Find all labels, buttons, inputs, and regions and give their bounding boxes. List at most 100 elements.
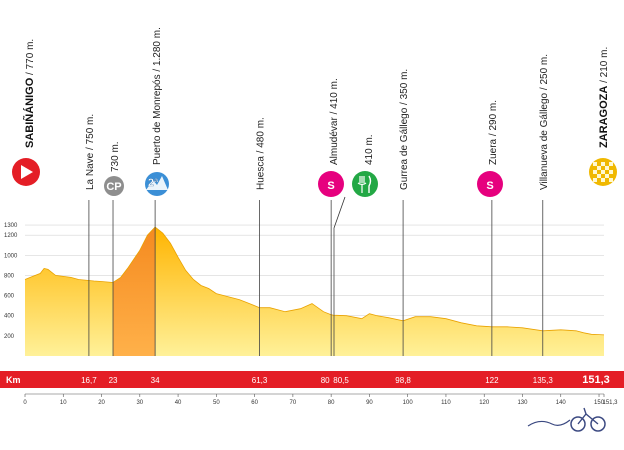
checker-square: [597, 174, 601, 178]
km-bar-value: 151,3: [582, 374, 610, 386]
x-tick-label: 30: [136, 400, 143, 406]
marker-cp-2: 730 m. CP: [104, 141, 124, 356]
y-tick-label: 400: [4, 314, 15, 320]
bike-frame-icon: [577, 407, 599, 425]
marker-name: Zuera: [488, 138, 499, 165]
marker-elevation: 730 m.: [110, 141, 121, 172]
marker-elevation: / 250 m.: [539, 54, 550, 93]
marker-label: Villanueva de Gállego / 250 m.: [539, 54, 550, 190]
x-tick-label: 50: [213, 400, 220, 406]
y-tick-label: 800: [4, 273, 15, 279]
sprint-icon: [477, 171, 503, 197]
marker-elevation: / 410 m.: [329, 78, 340, 117]
km-bar-value: 23: [109, 376, 118, 385]
x-tick-label-end: 151,3: [602, 400, 618, 406]
marker-label: 410 m.: [364, 134, 375, 165]
y-tick-label: 200: [4, 334, 15, 340]
x-tick-label: 10: [60, 400, 67, 406]
checker-square: [593, 162, 597, 166]
x-tick-label: 60: [251, 400, 258, 406]
y-axis: 200 400 600 800 1000 1200 1300: [4, 223, 18, 340]
km-bar-value: 80,5: [333, 376, 349, 385]
marker-label: 730 m.: [110, 141, 121, 172]
marker-name: Gurrea de Gállego: [399, 107, 410, 190]
checker-square: [609, 170, 613, 174]
marker-name: Almudévar: [329, 117, 340, 165]
climb-area: [113, 227, 156, 356]
x-tick-label: 40: [175, 400, 182, 406]
marker-la-nave-1: La Nave / 750 m.: [85, 114, 96, 356]
elevation-profile: [24, 226, 605, 356]
fork-icon: [357, 176, 367, 193]
marker-huesca-4: Huesca / 480 m.: [256, 117, 267, 356]
feed-leader-line: [333, 196, 346, 229]
elevation-line: [24, 226, 605, 336]
marker-name: SABIÑÁNIGO: [23, 77, 36, 148]
y-tick-label: 1200: [4, 233, 18, 239]
km-bar-value: 61,3: [252, 376, 268, 385]
checker-square: [605, 166, 609, 170]
x-tick-label: 0: [23, 400, 27, 406]
finish-checker-icon: [593, 162, 613, 182]
marker-gurrea-de-g-llego-7: Gurrea de Gállego / 350 m.: [399, 69, 410, 356]
checker-square: [601, 178, 605, 182]
marker-name: La Nave: [85, 152, 96, 190]
checker-square: [601, 170, 605, 174]
km-bar-value: 80: [321, 376, 330, 385]
marker-label: Gurrea de Gállego / 350 m.: [399, 69, 410, 190]
x-tick-label: 100: [403, 400, 414, 406]
marker-elevation: / 750 m.: [85, 114, 96, 153]
marker-zuera-8: Zuera / 290 m. S: [477, 100, 503, 356]
checker-square: [605, 174, 609, 178]
marker-label: SABIÑÁNIGO / 770 m.: [23, 39, 36, 148]
watermark-bicycle-logo: [527, 407, 606, 432]
y-tick-label: 600: [4, 294, 15, 300]
marker-sabi-nigo-0: SABIÑÁNIGO / 770 m.: [12, 39, 40, 186]
start-arrow-icon: [21, 165, 33, 179]
mountain-icon: [146, 176, 168, 190]
km-bar-label: Km: [6, 375, 21, 385]
x-tick-label: 70: [290, 400, 297, 406]
marker-label: ZARAGOZA / 210 m.: [598, 47, 610, 148]
x-tick-label: 130: [517, 400, 528, 406]
checker-square: [601, 162, 605, 166]
x-tick-label: 20: [98, 400, 105, 406]
x-tick-label: 80: [328, 400, 335, 406]
marker-label: Puerto de Monrepós / 1.280 m.: [152, 27, 163, 165]
cp-badge-icon: [104, 176, 124, 196]
checker-square: [609, 162, 613, 166]
km-bar-value: 34: [151, 376, 160, 385]
km-bar-background: [0, 371, 624, 388]
marker-villanueva-de-g-llego-9: Villanueva de Gállego / 250 m.: [539, 54, 550, 356]
marker-elevation: / 350 m.: [399, 69, 410, 108]
marker-almud-var-5: Almudévar / 410 m. S: [318, 78, 344, 356]
x-tick-label: 90: [366, 400, 373, 406]
km-bar-value: 135,3: [533, 376, 554, 385]
logo-script-stroke: [527, 419, 571, 427]
km-bar-value: 16,7: [81, 376, 97, 385]
y-tick-label: 1300: [4, 223, 18, 229]
checker-square: [593, 170, 597, 174]
sprint-icon-text: S: [486, 180, 493, 192]
bike-wheel-icon: [590, 416, 606, 432]
y-tick-label: 1000: [4, 253, 18, 259]
marker-elevation: / 210 m.: [599, 47, 610, 86]
marker-elevation: / 1.280 m.: [152, 27, 163, 74]
marker-elevation: / 770 m.: [25, 39, 36, 78]
km-bar: Km 16,7 23 34 61,3 80 80,5 98,8 122 135,3 151,3: [0, 371, 624, 388]
x-tick-label: 150: [594, 400, 605, 406]
elevation-area: [25, 227, 604, 356]
checker-square: [609, 178, 613, 182]
sprint-icon: [318, 171, 344, 197]
stage-markers: SABIÑÁNIGO / 770 m. La Nave / 750 m. 730 m…: [12, 27, 617, 356]
marker-label: Huesca / 480 m.: [256, 117, 267, 190]
marker-name: Villanueva de Gállego: [539, 92, 550, 190]
marker-elevation: / 290 m.: [488, 100, 499, 139]
marker-name: Huesca: [256, 156, 267, 190]
watermark-logo: [527, 407, 606, 432]
checker-square: [593, 178, 597, 182]
km-bar-value: 98,8: [395, 376, 411, 385]
marker-zaragoza-10: ZARAGOZA / 210 m.: [589, 47, 617, 186]
